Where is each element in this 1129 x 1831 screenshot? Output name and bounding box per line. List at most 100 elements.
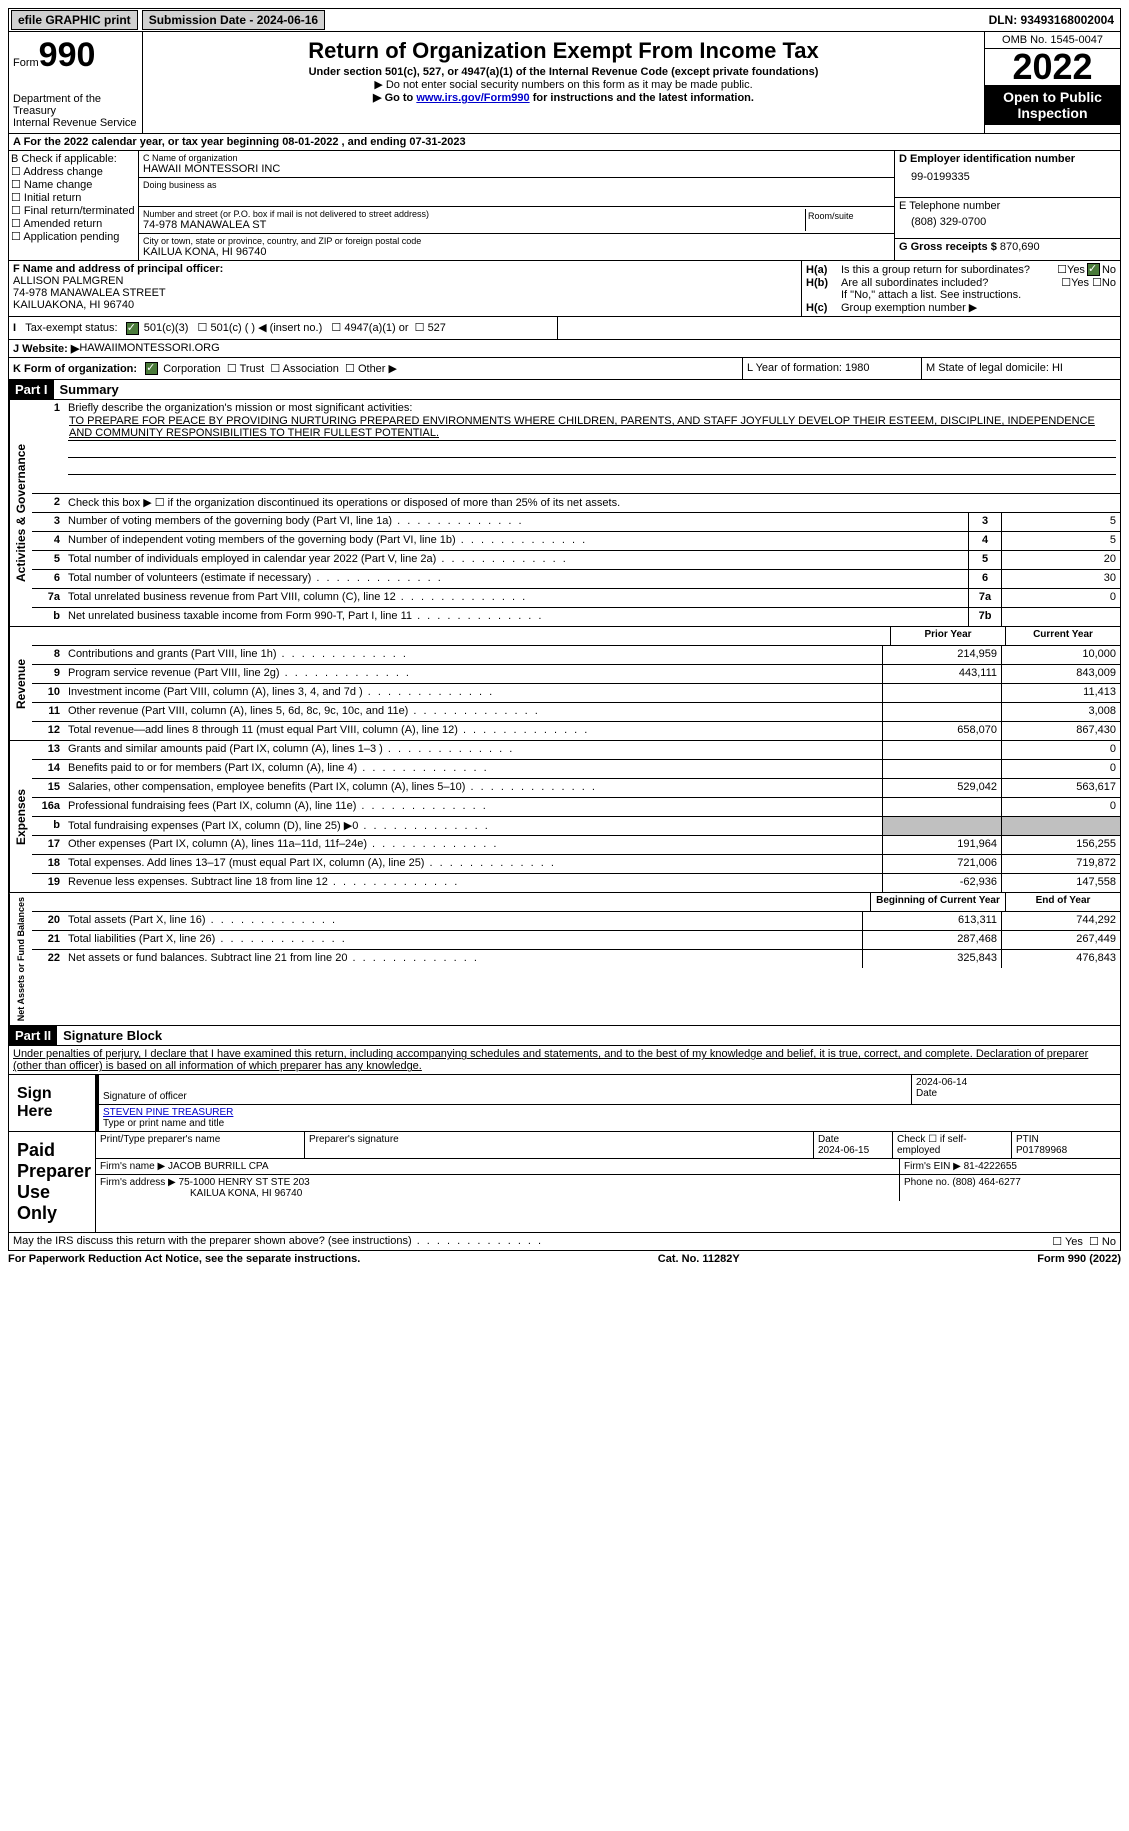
topbar: efile GRAPHIC print Submission Date - 20… [8,8,1121,32]
expense-row: 16aProfessional fundraising fees (Part I… [32,798,1120,817]
revenue-row: 8Contributions and grants (Part VIII, li… [32,646,1120,665]
line-a: A For the 2022 calendar year, or tax yea… [8,134,1121,151]
street-lbl: Number and street (or P.O. box if mail i… [143,209,805,219]
form-note1: ▶ Do not enter social security numbers o… [147,78,980,91]
officer-addr2: KAILUAKONA, HI 96740 [13,299,797,311]
ha-text: Is this a group return for subordinates? [841,264,1030,276]
part2-hdr: Part II [9,1026,57,1045]
chk-initial[interactable]: ☐ Initial return [11,191,136,204]
declaration: Under penalties of perjury, I declare th… [8,1046,1121,1075]
activities-governance: Activities & Governance 1Briefly describ… [8,400,1121,627]
phone-lbl: E Telephone number [899,200,1000,212]
hb-text: Are all subordinates included? [841,277,988,289]
summary-row: 4Number of independent voting members of… [32,532,1120,551]
form-title: Return of Organization Exempt From Incom… [147,38,980,64]
phone-val: (808) 329-0700 [899,216,1116,228]
part1-title: Summary [54,380,125,399]
i-501c3[interactable] [126,322,139,335]
dln-label: DLN: 93493168002004 [983,13,1120,27]
chk-name[interactable]: ☐ Name change [11,178,136,191]
sign-here-block: Sign Here Signature of officer2024-06-14… [8,1075,1121,1132]
officer-addr1: 74-978 MANAWALEA STREET [13,287,797,299]
l1-text: Briefly describe the organization's miss… [68,402,412,414]
k-lbl: K Form of organization: [13,363,137,375]
revenue-row: 10Investment income (Part VIII, column (… [32,684,1120,703]
footer-right: Form 990 (2022) [1037,1253,1121,1265]
expense-row: 17Other expenses (Part IX, column (A), l… [32,836,1120,855]
expense-row: bTotal fundraising expenses (Part IX, co… [32,817,1120,836]
expense-row: 18Total expenses. Add lines 13–17 (must … [32,855,1120,874]
revenue-row: 12Total revenue—add lines 8 through 11 (… [32,722,1120,740]
l-year: L Year of formation: 1980 [743,358,922,380]
form-number: 990 [39,36,96,74]
mission-text: TO PREPARE FOR PEACE BY PROVIDING NURTUR… [68,414,1116,441]
ein-lbl: D Employer identification number [899,153,1075,165]
netasset-row: 22Net assets or fund balances. Subtract … [32,950,1120,968]
firm-phone: (808) 464-6277 [952,1177,1020,1188]
chk-final[interactable]: ☐ Final return/terminated [11,204,136,217]
col-eoy: End of Year [1005,893,1120,911]
form-header: Form990 Department of the Treasury Inter… [8,32,1121,134]
section-ij: I Tax-exempt status: 501(c)(3) ☐ 501(c) … [8,317,1121,340]
footer-left: For Paperwork Reduction Act Notice, see … [8,1253,360,1265]
form-subtitle: Under section 501(c), 527, or 4947(a)(1)… [147,66,980,78]
tax-year: 2022 [985,49,1120,85]
open-inspection: Open to Public Inspection [985,85,1120,125]
form-note2b: for instructions and the latest informat… [530,92,754,104]
netasset-row: 21Total liabilities (Part X, line 26)287… [32,931,1120,950]
m-state: M State of legal domicile: HI [922,358,1120,380]
chk-amended[interactable]: ☐ Amended return [11,217,136,230]
website: HAWAIIMONTESSORI.ORG [79,342,219,355]
check-self[interactable]: Check ☐ if self-employed [893,1132,1012,1158]
summary-row: 6Total number of volunteers (estimate if… [32,570,1120,589]
page-footer: For Paperwork Reduction Act Notice, see … [8,1251,1121,1267]
officer-name: ALLISON PALMGREN [13,275,797,287]
prep-date: 2024-06-15 [818,1145,869,1156]
ptin: P01789968 [1016,1145,1067,1156]
city-lbl: City or town, state or province, country… [143,236,890,246]
efile-print-btn[interactable]: efile GRAPHIC print [11,10,138,30]
expenses-section: Expenses 13Grants and similar amounts pa… [8,741,1121,893]
paid-preparer-block: Paid Preparer Use Only Print/Type prepar… [8,1132,1121,1233]
col-prior-year: Prior Year [890,627,1005,645]
prep-sig-lbl: Preparer's signature [309,1134,399,1145]
vtab-netassets: Net Assets or Fund Balances [9,893,32,1025]
city-val: KAILUA KONA, HI 96740 [143,246,890,258]
firm-city: KAILUA KONA, HI 96740 [100,1188,302,1199]
hc-text: Group exemption number ▶ [841,301,977,314]
type-name-lbl: Type or print name and title [103,1118,224,1129]
summary-row: bNet unrelated business taxable income f… [32,608,1120,626]
revenue-section: Revenue Prior YearCurrent Year 8Contribu… [8,627,1121,741]
part1-hdr: Part I [9,380,54,399]
ha-no-check[interactable] [1087,263,1100,276]
expense-row: 15Salaries, other compensation, employee… [32,779,1120,798]
h-note: If "No," attach a list. See instructions… [806,289,1116,301]
gross-val: 870,690 [1000,241,1040,253]
gross-lbl: G Gross receipts $ [899,241,997,253]
officer-typed[interactable]: STEVEN PINE TREASURER [103,1107,233,1118]
dept-treasury: Department of the Treasury [13,93,138,117]
chk-address[interactable]: ☐ Address change [11,165,136,178]
irs-label: Internal Revenue Service [13,117,138,129]
submission-date-btn[interactable]: Submission Date - 2024-06-16 [142,10,325,30]
summary-row: 5Total number of individuals employed in… [32,551,1120,570]
street-val: 74-978 MANAWALEA ST [143,219,805,231]
vtab-activities: Activities & Governance [9,400,32,626]
col-boy: Beginning of Current Year [870,893,1005,911]
form-label: Form [13,57,39,69]
summary-row: 7aTotal unrelated business revenue from … [32,589,1120,608]
k-corp[interactable] [145,362,158,375]
sig-officer-lbl: Signature of officer [103,1091,187,1102]
sig-date: 2024-06-14 [916,1077,967,1088]
i-lbl: Tax-exempt status: [25,322,117,334]
irs-link[interactable]: www.irs.gov/Form990 [416,92,529,104]
expense-row: 14Benefits paid to or for members (Part … [32,760,1120,779]
chk-pending[interactable]: ☐ Application pending [11,230,136,243]
l2-text: Check this box ▶ ☐ if the organization d… [64,494,1120,512]
dba-lbl: Doing business as [143,180,890,190]
netasset-row: 20Total assets (Part X, line 16)613,3117… [32,912,1120,931]
col-current-year: Current Year [1005,627,1120,645]
footer-cat: Cat. No. 11282Y [658,1253,740,1265]
firm-name: JACOB BURRILL CPA [168,1161,269,1172]
firm-ein: 81-4222655 [964,1161,1017,1172]
